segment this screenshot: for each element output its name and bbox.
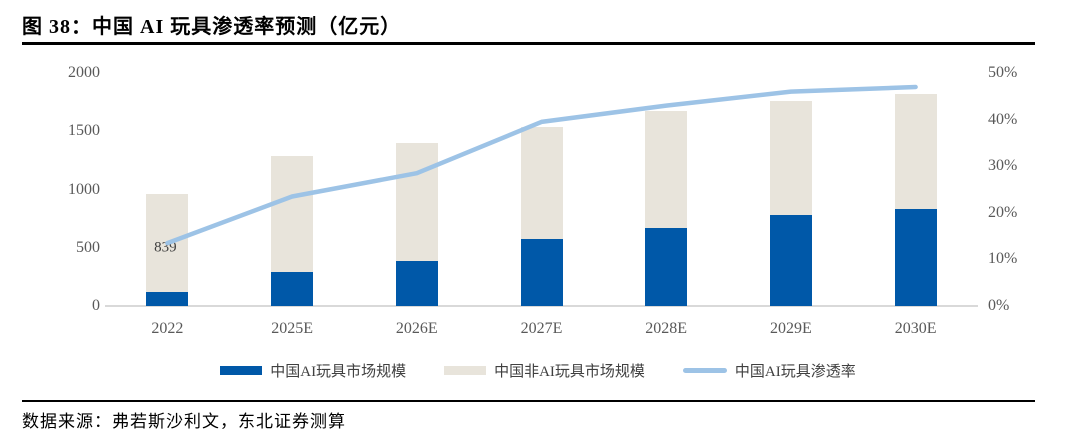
bar-segment-ai-toys-2027E — [520, 239, 563, 306]
x-axis-line — [105, 305, 978, 307]
legend-item: 中国AI玩具渗透率 — [682, 360, 856, 381]
bar-segment-non-ai-toys-2027E — [520, 126, 563, 239]
bar-segment-ai-toys-2026E — [395, 260, 438, 306]
left-axis-tick-label: 1000 — [68, 180, 100, 198]
legend-label: 中国AI玩具渗透率 — [734, 364, 856, 380]
x-axis-tick-label: 2027E — [520, 320, 563, 337]
legend-swatch-penetration-line — [682, 368, 727, 373]
bar-segment-non-ai-toys-2028E — [645, 111, 688, 228]
x-axis-tick-label: 2022 — [151, 320, 184, 337]
title-underline — [22, 42, 1035, 45]
chart-legend: 中国AI玩具市场规模 中国非AI玩具市场规模 中国AI玩具渗透率 — [0, 360, 1076, 381]
legend-swatch-non-ai-toys — [444, 366, 487, 375]
legend-label: 中国AI玩具市场规模 — [270, 364, 407, 380]
bar-segment-ai-toys-2029E — [769, 214, 812, 306]
right-axis-tick-label: 20% — [988, 203, 1018, 221]
bar-segment-ai-toys-2022 — [146, 292, 189, 306]
legend-label: 中国非AI玩具市场规模 — [494, 364, 645, 380]
data-source-text: 数据来源：弗若斯沙利文，东北证券测算 — [22, 412, 346, 431]
bar-segment-non-ai-toys-2030E — [894, 93, 937, 209]
bar-segment-ai-toys-2025E — [271, 272, 314, 306]
right-axis-tick-label: 10% — [988, 250, 1018, 268]
right-axis-tick-label: 30% — [988, 157, 1018, 175]
x-axis-tick-label: 2030E — [894, 320, 937, 337]
legend-item: 中国非AI玩具市场规模 — [444, 360, 645, 381]
bar-segment-non-ai-toys-2029E — [769, 100, 812, 215]
left-axis-tick-label: 500 — [76, 238, 100, 256]
legend-item: 中国AI玩具市场规模 — [220, 360, 406, 381]
right-axis-tick-label: 50% — [988, 64, 1018, 81]
legend-swatch-ai-toys — [220, 366, 263, 375]
bar-segment-non-ai-toys-2026E — [395, 142, 438, 261]
figure-title: 图 38：中国 AI 玩具渗透率预测（亿元） — [22, 16, 402, 38]
left-axis-tick-label: 1500 — [68, 122, 100, 140]
bar-segment-ai-toys-2028E — [645, 227, 688, 306]
x-axis-tick-label: 2025E — [271, 320, 313, 337]
right-axis-tick-label: 0% — [988, 297, 1010, 314]
bar-segment-non-ai-toys-2025E — [271, 156, 314, 273]
bar-segment-ai-toys-2030E — [894, 208, 937, 306]
x-axis-tick-label: 2028E — [645, 320, 688, 337]
right-axis-tick-label: 40% — [988, 110, 1018, 128]
x-axis-tick-label: 2029E — [770, 320, 812, 337]
left-axis-tick-label: 0 — [92, 297, 100, 314]
bar-value-label: 839 — [154, 239, 177, 256]
source-divider — [22, 400, 1035, 402]
x-axis-tick-label: 2026E — [395, 320, 438, 337]
left-axis-tick-label: 2000 — [68, 64, 100, 81]
